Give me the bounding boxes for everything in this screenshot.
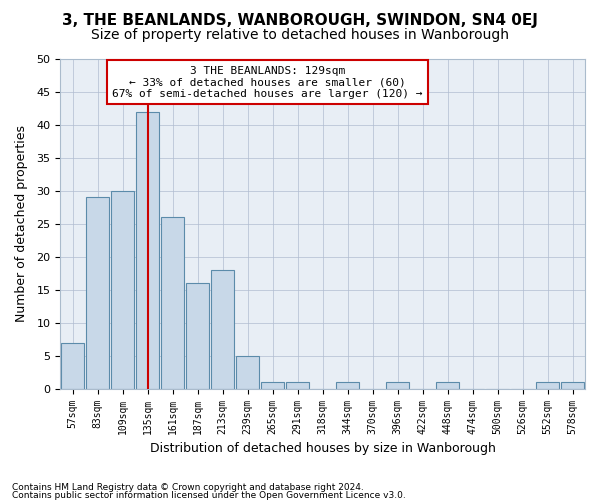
Text: Contains public sector information licensed under the Open Government Licence v3: Contains public sector information licen… xyxy=(12,491,406,500)
Bar xyxy=(561,382,584,388)
Bar xyxy=(136,112,159,388)
Bar xyxy=(112,191,134,388)
Bar xyxy=(436,382,459,388)
X-axis label: Distribution of detached houses by size in Wanborough: Distribution of detached houses by size … xyxy=(149,442,496,455)
Bar xyxy=(211,270,234,388)
Text: 3 THE BEANLANDS: 129sqm
← 33% of detached houses are smaller (60)
67% of semi-de: 3 THE BEANLANDS: 129sqm ← 33% of detache… xyxy=(112,66,423,99)
Y-axis label: Number of detached properties: Number of detached properties xyxy=(15,126,28,322)
Bar xyxy=(61,342,84,388)
Text: Contains HM Land Registry data © Crown copyright and database right 2024.: Contains HM Land Registry data © Crown c… xyxy=(12,484,364,492)
Bar xyxy=(187,283,209,389)
Bar xyxy=(386,382,409,388)
Bar xyxy=(337,382,359,388)
Bar xyxy=(161,218,184,388)
Bar xyxy=(286,382,309,388)
Bar xyxy=(536,382,559,388)
Bar xyxy=(86,198,109,388)
Bar xyxy=(262,382,284,388)
Bar xyxy=(236,356,259,388)
Text: 3, THE BEANLANDS, WANBOROUGH, SWINDON, SN4 0EJ: 3, THE BEANLANDS, WANBOROUGH, SWINDON, S… xyxy=(62,12,538,28)
Text: Size of property relative to detached houses in Wanborough: Size of property relative to detached ho… xyxy=(91,28,509,42)
